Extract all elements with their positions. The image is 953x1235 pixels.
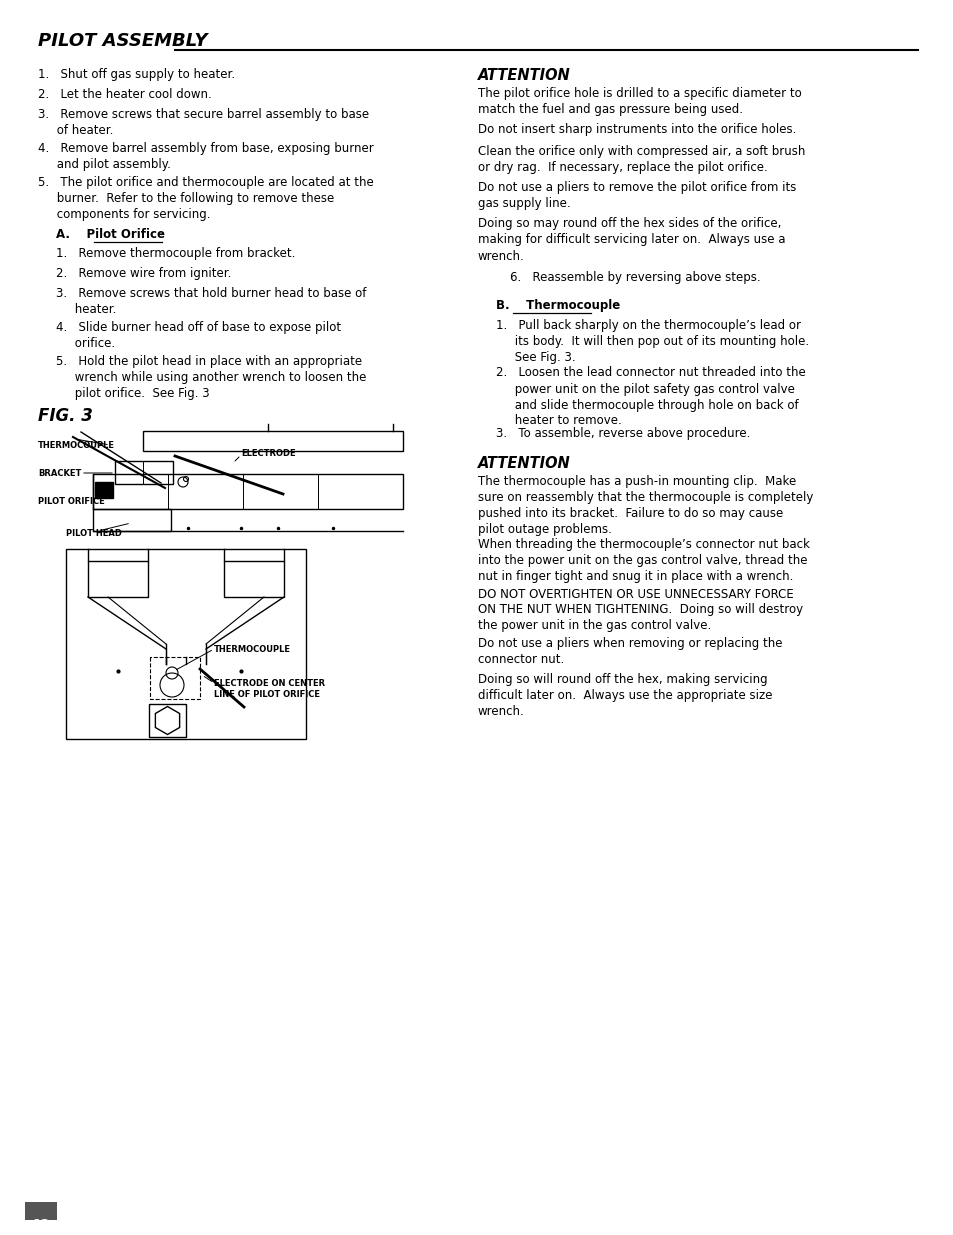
Text: 12: 12 (32, 1218, 50, 1231)
Text: ELECTRODE: ELECTRODE (241, 448, 295, 457)
Text: PILOT ORIFICE: PILOT ORIFICE (38, 498, 105, 506)
Text: ATTENTION: ATTENTION (477, 68, 570, 83)
Text: Do not insert sharp instruments into the orifice holes.: Do not insert sharp instruments into the… (477, 124, 796, 136)
Text: 4.   Slide burner head off of base to expose pilot
     orifice.: 4. Slide burner head off of base to expo… (56, 321, 341, 350)
Text: PILOT HEAD: PILOT HEAD (66, 530, 122, 538)
Text: When threading the thermocouple’s connector nut back
into the power unit on the : When threading the thermocouple’s connec… (477, 538, 809, 583)
Text: 4.   Remove barrel assembly from base, exposing burner
     and pilot assembly.: 4. Remove barrel assembly from base, exp… (38, 142, 374, 170)
Text: PILOT ASSEMBLY: PILOT ASSEMBLY (38, 32, 208, 49)
Text: Clean the orifice only with compressed air, a soft brush
or dry rag.  If necessa: Clean the orifice only with compressed a… (477, 146, 804, 174)
Text: 1.   Shut off gas supply to heater.: 1. Shut off gas supply to heater. (38, 68, 234, 82)
Text: A.    Pilot Orifice: A. Pilot Orifice (56, 228, 165, 241)
Text: The thermocouple has a push-in mounting clip.  Make
sure on reassembly that the : The thermocouple has a push-in mounting … (477, 475, 813, 536)
Text: 1.   Pull back sharply on the thermocouple’s lead or
     its body.  It will the: 1. Pull back sharply on the thermocouple… (496, 319, 808, 364)
Text: 6.   Reassemble by reversing above steps.: 6. Reassemble by reversing above steps. (510, 270, 760, 284)
Text: Doing so may round off the hex sides of the orifice,
making for difficult servic: Doing so may round off the hex sides of … (477, 217, 784, 263)
Text: FIG. 3: FIG. 3 (38, 408, 92, 425)
Text: THERMOCOUPLE: THERMOCOUPLE (38, 441, 115, 450)
Text: 1.   Remove thermocouple from bracket.: 1. Remove thermocouple from bracket. (56, 247, 295, 261)
Text: 5.   Hold the pilot head in place with an appropriate
     wrench while using an: 5. Hold the pilot head in place with an … (56, 354, 366, 400)
Text: THERMOCOUPLE: THERMOCOUPLE (213, 645, 291, 653)
Text: BRACKET: BRACKET (38, 468, 81, 478)
Text: Do not use a pliers when removing or replacing the
connector nut.: Do not use a pliers when removing or rep… (477, 637, 781, 666)
Text: ATTENTION: ATTENTION (477, 456, 570, 471)
Text: 5.   The pilot orifice and thermocouple are located at the
     burner.  Refer t: 5. The pilot orifice and thermocouple ar… (38, 177, 374, 221)
Text: 3.   Remove screws that secure barrel assembly to base
     of heater.: 3. Remove screws that secure barrel asse… (38, 107, 369, 137)
Text: B.    Thermocouple: B. Thermocouple (496, 299, 619, 312)
Polygon shape (95, 482, 112, 498)
Bar (25, 1202, 57, 1220)
Text: The pilot orifice hole is drilled to a specific diameter to
match the fuel and g: The pilot orifice hole is drilled to a s… (477, 86, 801, 116)
Text: 2.   Remove wire from igniter.: 2. Remove wire from igniter. (56, 267, 232, 280)
Text: Do not use a pliers to remove the pilot orifice from its
gas supply line.: Do not use a pliers to remove the pilot … (477, 182, 796, 210)
Text: 2.   Loosen the lead connector nut threaded into the
     power unit on the pilo: 2. Loosen the lead connector nut threade… (496, 367, 805, 427)
Text: DO NOT OVERTIGHTEN OR USE UNNECESSARY FORCE
ON THE NUT WHEN TIGHTENING.  Doing s: DO NOT OVERTIGHTEN OR USE UNNECESSARY FO… (477, 588, 802, 632)
Text: ELECTRODE ON CENTER
LINE OF PILOT ORIFICE: ELECTRODE ON CENTER LINE OF PILOT ORIFIC… (213, 678, 325, 699)
Text: Doing so will round off the hex, making servicing
difficult later on.  Always us: Doing so will round off the hex, making … (477, 673, 772, 718)
Text: 3.   Remove screws that hold burner head to base of
     heater.: 3. Remove screws that hold burner head t… (56, 287, 366, 316)
Text: 3.   To assemble, reverse above procedure.: 3. To assemble, reverse above procedure. (496, 427, 750, 441)
Text: 2.   Let the heater cool down.: 2. Let the heater cool down. (38, 88, 212, 101)
